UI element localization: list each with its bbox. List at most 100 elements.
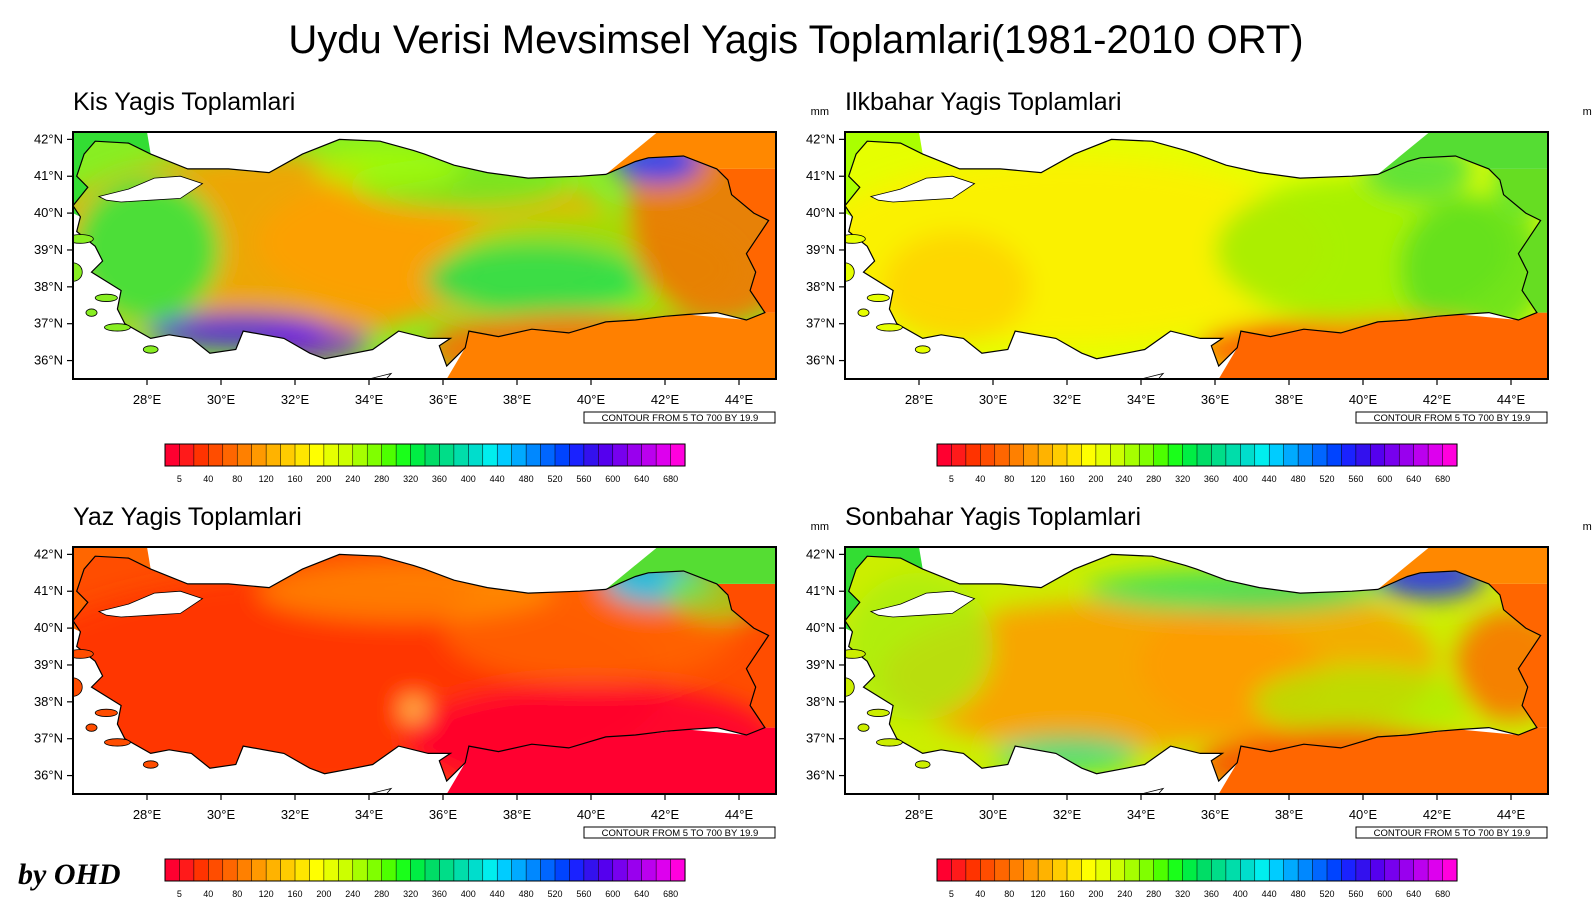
colorbar-swatch [280, 443, 296, 467]
colorbar-label: 440 [490, 889, 505, 899]
colorbar-swatch [1124, 858, 1140, 882]
lon-tick-label: 38°E [1275, 807, 1304, 822]
colorbar-label: 600 [605, 889, 620, 899]
colorbar-label: 560 [576, 889, 591, 899]
colorbar-swatch [439, 858, 455, 882]
colorbar-swatch [1240, 858, 1256, 882]
colorbar-label: 440 [490, 474, 505, 484]
colorbar-swatch [583, 858, 599, 882]
lat-tick-label: 41°N [34, 168, 63, 183]
island [142, 760, 159, 769]
lon-tick-label: 38°E [1275, 392, 1304, 407]
island [104, 323, 131, 332]
island [866, 293, 890, 302]
colorbar-swatch [1153, 443, 1169, 467]
colorbar-swatch [294, 443, 310, 467]
contour-note: CONTOUR FROM 5 TO 700 BY 19.9 [602, 413, 759, 424]
colorbar-label: 240 [1117, 474, 1132, 484]
colorbar-swatch [265, 443, 282, 467]
lon-tick-label: 30°E [207, 392, 236, 407]
colorbar-swatch [1326, 443, 1342, 467]
colorbar-swatch [583, 443, 599, 467]
colorbar-label: 160 [287, 889, 302, 899]
colorbar-swatch [1124, 443, 1140, 467]
lon-tick-label: 44°E [725, 392, 754, 407]
lon-tick-label: 28°E [133, 807, 162, 822]
colorbar-label: 480 [519, 474, 534, 484]
colorbar-swatch [1095, 858, 1111, 882]
lat-tick-label: 41°N [806, 583, 835, 598]
colorbar-swatch [1384, 858, 1400, 882]
colorbar-swatch [641, 858, 657, 882]
lat-tick-label: 36°N [806, 353, 835, 368]
colorbar-swatch [1297, 858, 1314, 882]
colorbar-swatch [1008, 443, 1025, 467]
lat-tick-label: 39°N [806, 242, 835, 257]
colorbar-swatch [540, 443, 556, 467]
colorbar-swatch [410, 858, 426, 882]
colorbar-label: 160 [1059, 474, 1074, 484]
lon-tick-label: 38°E [503, 807, 532, 822]
colorbar-label: 480 [519, 889, 534, 899]
colorbar-label: 40 [203, 889, 213, 899]
island [914, 760, 931, 769]
colorbar-swatch [1167, 443, 1184, 467]
colorbar-swatch [1095, 443, 1111, 467]
lat-tick-label: 38°N [806, 279, 835, 294]
colorbar-swatch [598, 443, 614, 467]
map-frame: 42°N 41°N 40°N 39°N 38°N 37°N 36°N 28°E 30°E 32°E… [34, 131, 777, 424]
colorbar: 5 40 80 120 160 200 240 280 320 360 400 440 480 520 56… [936, 858, 1458, 899]
colorbar-swatch [496, 858, 513, 882]
colorbar-swatch [1398, 443, 1415, 467]
neighbor-land [446, 312, 776, 379]
colorbar: 5 40 80 120 160 200 240 280 320 360 400 440 480 520 56… [164, 858, 686, 899]
colorbar-swatch [670, 443, 686, 467]
colorbar-label: 560 [1348, 474, 1363, 484]
lon-tick-label: 44°E [725, 807, 754, 822]
colorbar-label: 40 [975, 474, 985, 484]
lat-tick-label: 42°N [34, 131, 63, 146]
neighbor-land [446, 727, 776, 794]
colorbar-swatch [1413, 858, 1429, 882]
map-border [72, 546, 777, 795]
colorbar-swatch [1037, 443, 1054, 467]
signature: by OHD [18, 858, 121, 891]
lat-tick-label: 37°N [34, 731, 63, 746]
lon-tick-label: 34°E [1127, 392, 1156, 407]
contour-note: CONTOUR FROM 5 TO 700 BY 19.9 [602, 828, 759, 839]
colorbar-swatch [1138, 443, 1155, 467]
map-frame: 42°N 41°N 40°N 39°N 38°N 37°N 36°N 28°E 30°E 32°E… [806, 131, 1549, 424]
colorbar-swatch [208, 443, 224, 467]
colorbar-swatch [1182, 443, 1198, 467]
colorbar-swatch [352, 858, 368, 882]
colorbar-swatch [1153, 858, 1169, 882]
colorbar-swatch [1355, 858, 1371, 882]
colorbar-swatch [525, 443, 542, 467]
colorbar-swatch [1023, 858, 1039, 882]
colorbar-swatch [1355, 443, 1371, 467]
lon-tick-label: 42°E [651, 807, 680, 822]
lon-tick-label: 30°E [207, 807, 236, 822]
colorbar-swatch [936, 858, 952, 882]
lat-tick-label: 41°N [34, 583, 63, 598]
colorbar-swatch [980, 443, 996, 467]
colorbar-label: 600 [605, 474, 620, 484]
colorbar-swatch [511, 858, 527, 882]
lat-tick-label: 36°N [806, 768, 835, 783]
colorbar-label: 520 [547, 889, 562, 899]
turkey-border [73, 553, 770, 783]
lon-tick-label: 40°E [577, 807, 606, 822]
colorbar-swatch [1196, 443, 1212, 467]
island [857, 308, 870, 317]
colorbar-swatch [569, 443, 585, 467]
lon-tick-label: 38°E [503, 392, 532, 407]
lon-tick-label: 36°E [1201, 807, 1230, 822]
lat-tick-label: 42°N [806, 546, 835, 561]
colorbar-label: 80 [232, 474, 242, 484]
precip-region [1455, 609, 1541, 721]
island [876, 738, 903, 747]
lat-tick-label: 42°N [806, 131, 835, 146]
lon-tick-label: 40°E [1349, 807, 1378, 822]
island [857, 723, 870, 732]
colorbar-swatch [1384, 443, 1400, 467]
